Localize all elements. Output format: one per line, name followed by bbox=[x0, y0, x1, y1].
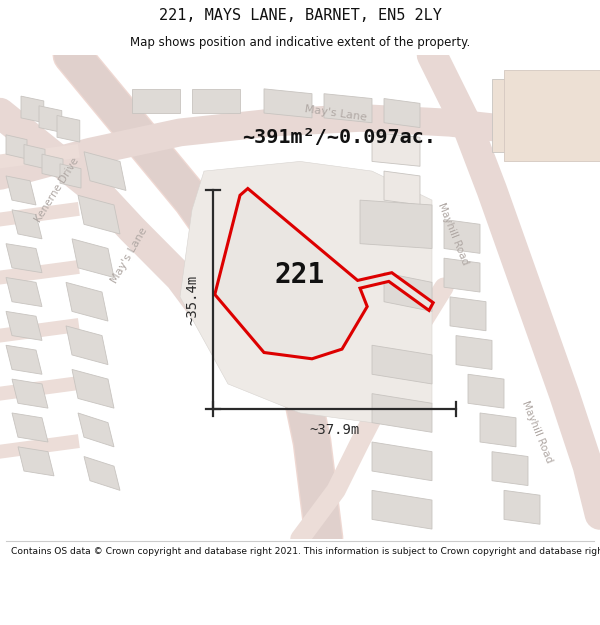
Polygon shape bbox=[450, 297, 486, 331]
Text: ~37.9m: ~37.9m bbox=[310, 422, 359, 437]
Polygon shape bbox=[372, 394, 432, 432]
Polygon shape bbox=[66, 282, 108, 321]
Polygon shape bbox=[6, 244, 42, 272]
Text: Contains OS data © Crown copyright and database right 2021. This information is : Contains OS data © Crown copyright and d… bbox=[11, 548, 600, 556]
Polygon shape bbox=[6, 311, 42, 341]
Polygon shape bbox=[480, 413, 516, 447]
Polygon shape bbox=[12, 210, 42, 239]
Text: Mayhill Road: Mayhill Road bbox=[436, 201, 470, 267]
Polygon shape bbox=[72, 369, 114, 408]
Polygon shape bbox=[360, 200, 432, 249]
Text: May's Lane: May's Lane bbox=[109, 226, 149, 286]
Polygon shape bbox=[492, 79, 600, 152]
Polygon shape bbox=[324, 94, 372, 122]
Polygon shape bbox=[192, 89, 240, 113]
Polygon shape bbox=[504, 69, 600, 161]
Polygon shape bbox=[6, 176, 36, 205]
Polygon shape bbox=[492, 452, 528, 486]
Text: 221: 221 bbox=[275, 261, 325, 289]
Text: 221, MAYS LANE, BARNET, EN5 2LY: 221, MAYS LANE, BARNET, EN5 2LY bbox=[158, 8, 442, 23]
Polygon shape bbox=[372, 345, 432, 384]
Polygon shape bbox=[372, 132, 420, 166]
Polygon shape bbox=[21, 96, 44, 122]
Polygon shape bbox=[84, 152, 126, 191]
Text: Map shows position and indicative extent of the property.: Map shows position and indicative extent… bbox=[130, 36, 470, 49]
Polygon shape bbox=[18, 447, 54, 476]
Polygon shape bbox=[39, 106, 62, 132]
Text: Mayhill Road: Mayhill Road bbox=[520, 400, 554, 465]
Polygon shape bbox=[264, 89, 312, 118]
Text: ~391m²/~0.097ac.: ~391m²/~0.097ac. bbox=[242, 127, 436, 147]
Polygon shape bbox=[84, 456, 120, 491]
Polygon shape bbox=[372, 442, 432, 481]
Polygon shape bbox=[384, 272, 432, 311]
Polygon shape bbox=[6, 278, 42, 306]
Polygon shape bbox=[468, 374, 504, 408]
Polygon shape bbox=[78, 413, 114, 447]
Polygon shape bbox=[42, 154, 63, 178]
Polygon shape bbox=[215, 189, 433, 359]
Polygon shape bbox=[384, 171, 420, 205]
Polygon shape bbox=[444, 219, 480, 253]
Polygon shape bbox=[504, 491, 540, 524]
Text: Kenerne Drive: Kenerne Drive bbox=[33, 156, 81, 224]
Polygon shape bbox=[390, 210, 426, 244]
Polygon shape bbox=[6, 135, 27, 159]
Polygon shape bbox=[384, 99, 420, 127]
Polygon shape bbox=[60, 164, 81, 188]
Polygon shape bbox=[132, 89, 180, 113]
Polygon shape bbox=[78, 195, 120, 234]
Text: ~35.4m: ~35.4m bbox=[186, 274, 200, 325]
Polygon shape bbox=[12, 379, 48, 408]
Polygon shape bbox=[12, 413, 48, 442]
Polygon shape bbox=[180, 161, 432, 422]
Polygon shape bbox=[444, 258, 480, 292]
Polygon shape bbox=[6, 345, 42, 374]
Polygon shape bbox=[66, 326, 108, 364]
Polygon shape bbox=[24, 144, 45, 169]
Text: May's Lane: May's Lane bbox=[304, 104, 368, 122]
Polygon shape bbox=[456, 336, 492, 369]
Polygon shape bbox=[57, 116, 80, 142]
Polygon shape bbox=[72, 239, 114, 278]
Polygon shape bbox=[372, 491, 432, 529]
